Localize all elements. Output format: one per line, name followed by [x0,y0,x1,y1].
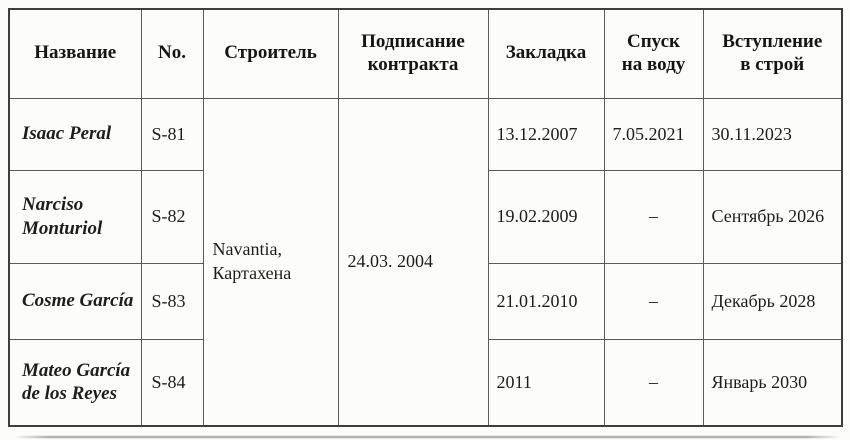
hull-number-s84: S-84 [140,338,204,427]
table-row-s81: Isaac Peral S-81 Navantia, Картахена 24.… [8,97,843,427]
contract-date-cell: 24.03. 2004 [337,97,489,427]
laid-down-s82: 19.02.2009 [487,169,605,264]
table-row-s82: Narciso Monturiol S-82 19.02.2009 – Сент… [8,169,843,264]
ship-name-s83: Cosme García [8,262,142,340]
laid-down-s84: 2011 [487,338,605,427]
commissioned-s82: Сентябрь 2026 [702,169,843,264]
table-row-s84: Mateo García de los Reyes S-84 2011 – Ян… [8,338,843,427]
launched-s82: – [603,169,704,264]
col-header-hull-number: No. [140,8,204,99]
col-header-contract: Подписание контракта [337,8,489,99]
builder-cell: Navantia, Картахена [202,97,339,427]
laid-down-s83: 21.01.2010 [487,262,605,340]
commissioned-s84: Январь 2030 [702,338,843,427]
col-header-name: Название [8,8,142,99]
laid-down-s81: 13.12.2007 [487,97,605,171]
col-header-builder: Строитель [202,8,339,99]
col-header-laid-down: Закладка [487,8,605,99]
hull-number-s82: S-82 [140,169,204,264]
launched-s81: 7.05.2021 [603,97,704,171]
col-header-launched: Спуск на воду [603,8,704,99]
submarines-table: Название No. Строитель Подписание контра… [8,8,843,427]
ship-name-s81: Isaac Peral [8,97,142,171]
hull-number-s81: S-81 [140,97,204,171]
hull-number-s83: S-83 [140,262,204,340]
launched-s84: – [603,338,704,427]
table-header-row: Название No. Строитель Подписание контра… [8,8,843,99]
launched-s83: – [603,262,704,340]
commissioned-s83: Декабрь 2028 [702,262,843,340]
ship-name-s82: Narciso Monturiol [8,169,142,264]
scan-artifact-line [14,436,840,438]
col-header-commissioned: Вступление в строй [702,8,843,99]
commissioned-s81: 30.11.2023 [702,97,843,171]
ship-name-s84: Mateo García de los Reyes [8,338,142,427]
